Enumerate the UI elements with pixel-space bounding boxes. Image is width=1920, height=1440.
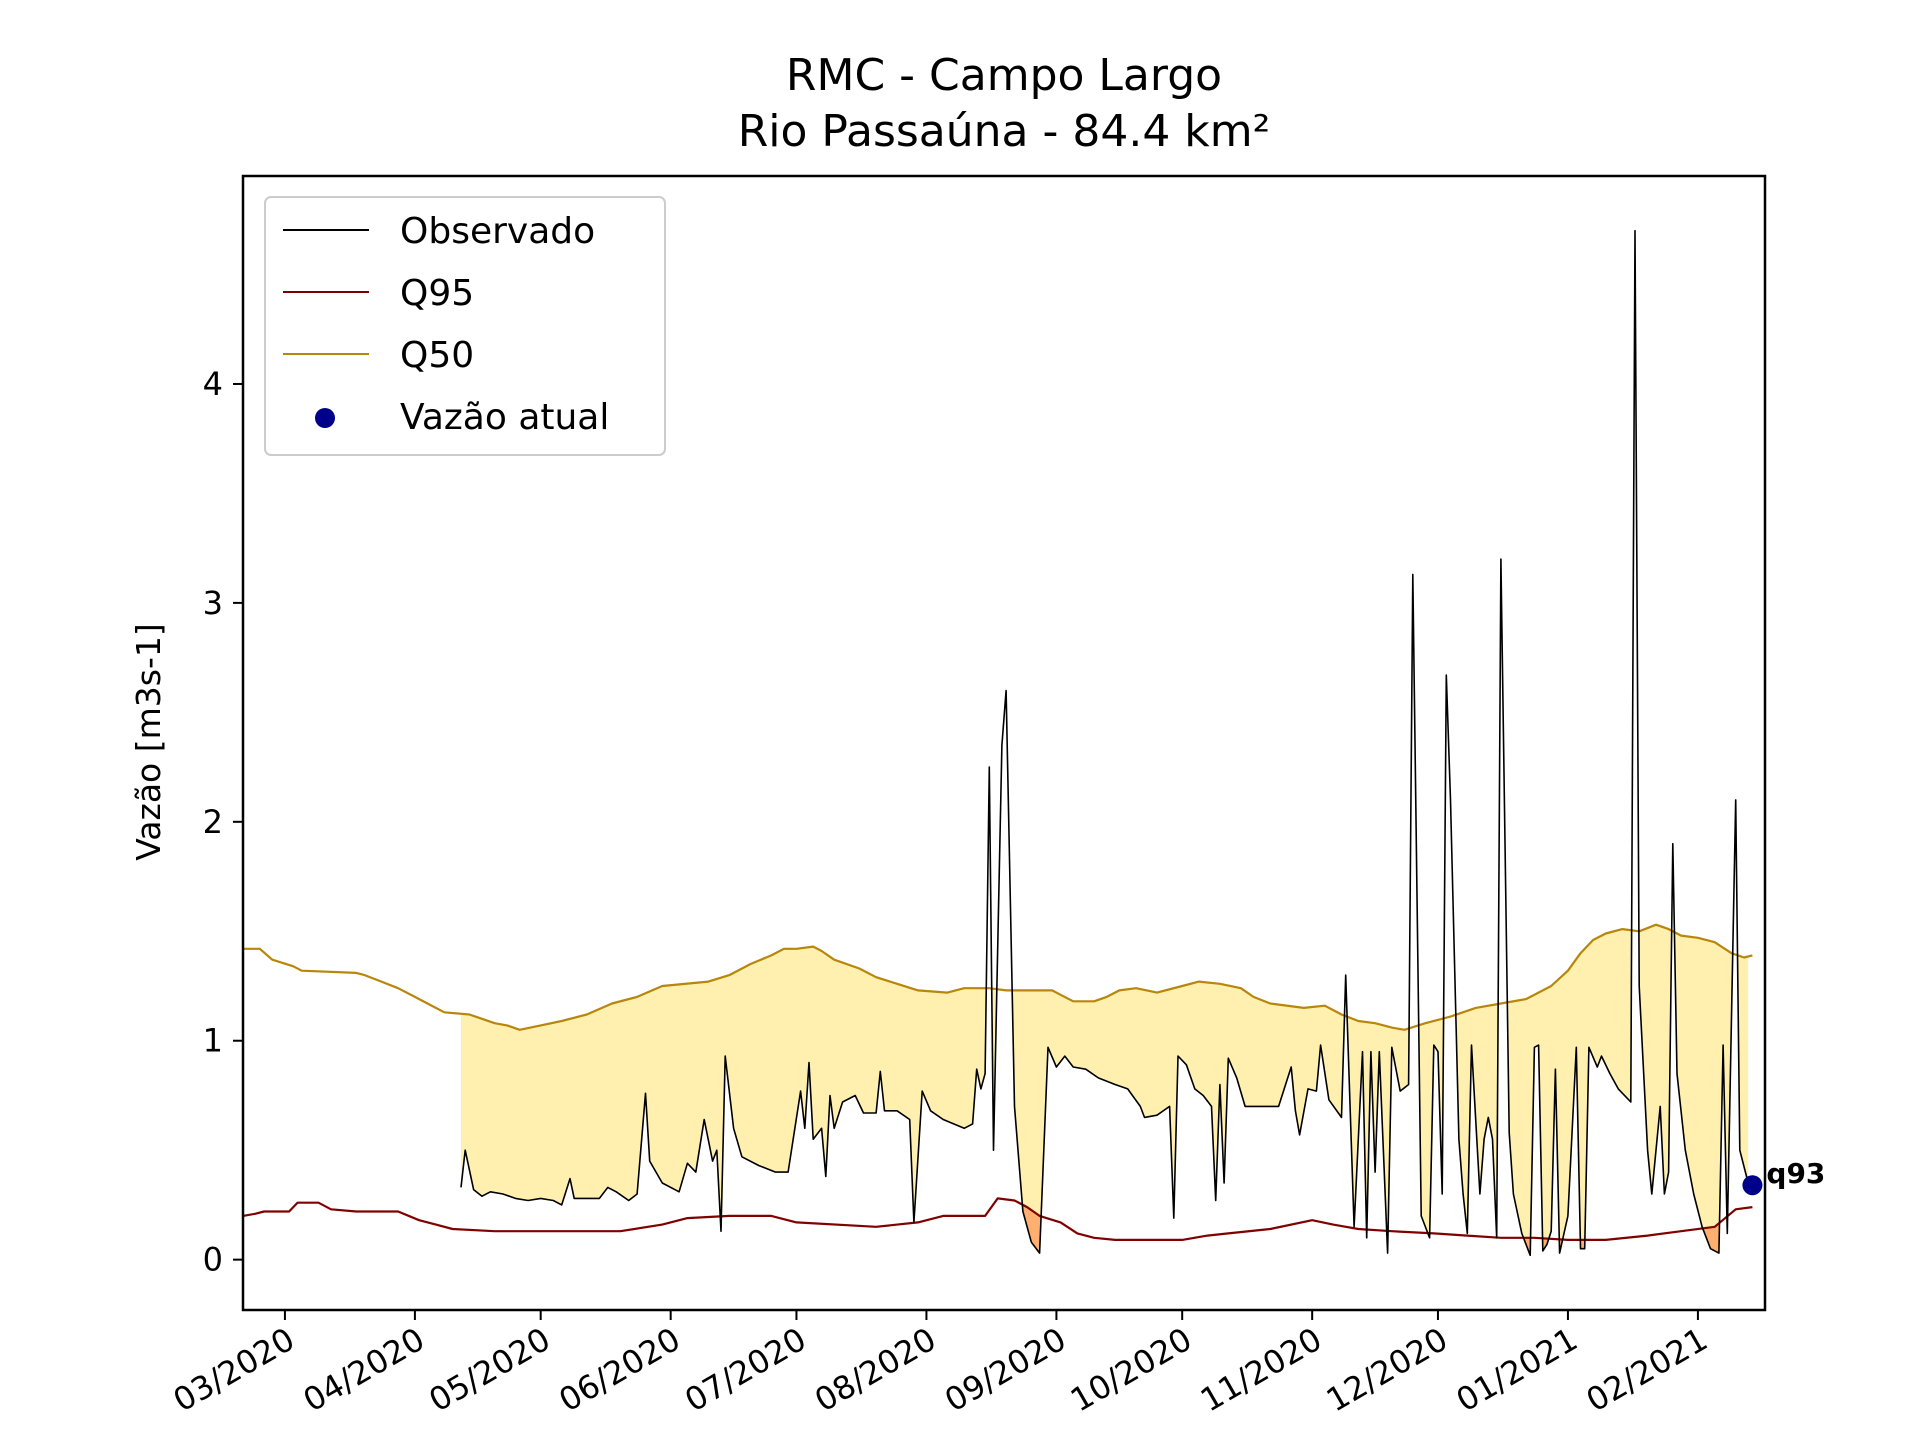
fill-layer: [461, 924, 1749, 1256]
fill-below-q50-5: [1456, 1004, 1498, 1238]
y-axis-label: Vazão [m3s-1]: [129, 623, 168, 860]
fill-below-q50-4: [1419, 1018, 1444, 1238]
fill-below-q50-0: [461, 946, 987, 1232]
series-layer: [242, 229, 1753, 1257]
y-tick-label: 4: [203, 365, 223, 403]
points-layer: q93: [1742, 1157, 1825, 1196]
chart-subtitle: Rio Passaúna - 84.4 km²: [738, 106, 1271, 157]
fill-below-q95-5: [1580, 1239, 1585, 1249]
legend-label-vazao-atual: Vazão atual: [400, 397, 609, 438]
legend: Observado Q95 Q50 Vazão atual: [264, 196, 666, 456]
y-axis: 0 1 2 3 4: [203, 365, 243, 1279]
legend-box: [264, 196, 666, 456]
fill-below-q95-6: [1703, 1223, 1719, 1254]
legend-swatch-vazao-atual: [315, 408, 335, 428]
fill-below-q50-2: [1012, 981, 1344, 1254]
y-tick-label: 0: [203, 1241, 223, 1279]
legend-label-observado: Observado: [400, 211, 595, 252]
series-line-q50: [243, 923, 1753, 1031]
fill-below-q95-0: [1022, 1204, 1041, 1254]
legend-label-q95: Q95: [400, 273, 474, 314]
y-tick-label: 3: [203, 584, 223, 622]
plot-frame: [241, 174, 1767, 1312]
chart-title: RMC - Campo Largo: [786, 50, 1222, 101]
fill-below-q50-9: [1737, 955, 1749, 1183]
fill-below-q50-8: [1674, 932, 1733, 1254]
current-flow-label: q93: [1766, 1157, 1825, 1190]
series-line-observado: [460, 229, 1749, 1257]
fill-below-q50-6: [1508, 929, 1631, 1256]
y-tick-label: 2: [203, 803, 223, 841]
series-line-q95: [242, 1197, 1753, 1242]
legend-label-q50: Q50: [400, 335, 474, 376]
current-flow-point: [1742, 1175, 1763, 1196]
y-tick-label: 1: [203, 1022, 223, 1060]
